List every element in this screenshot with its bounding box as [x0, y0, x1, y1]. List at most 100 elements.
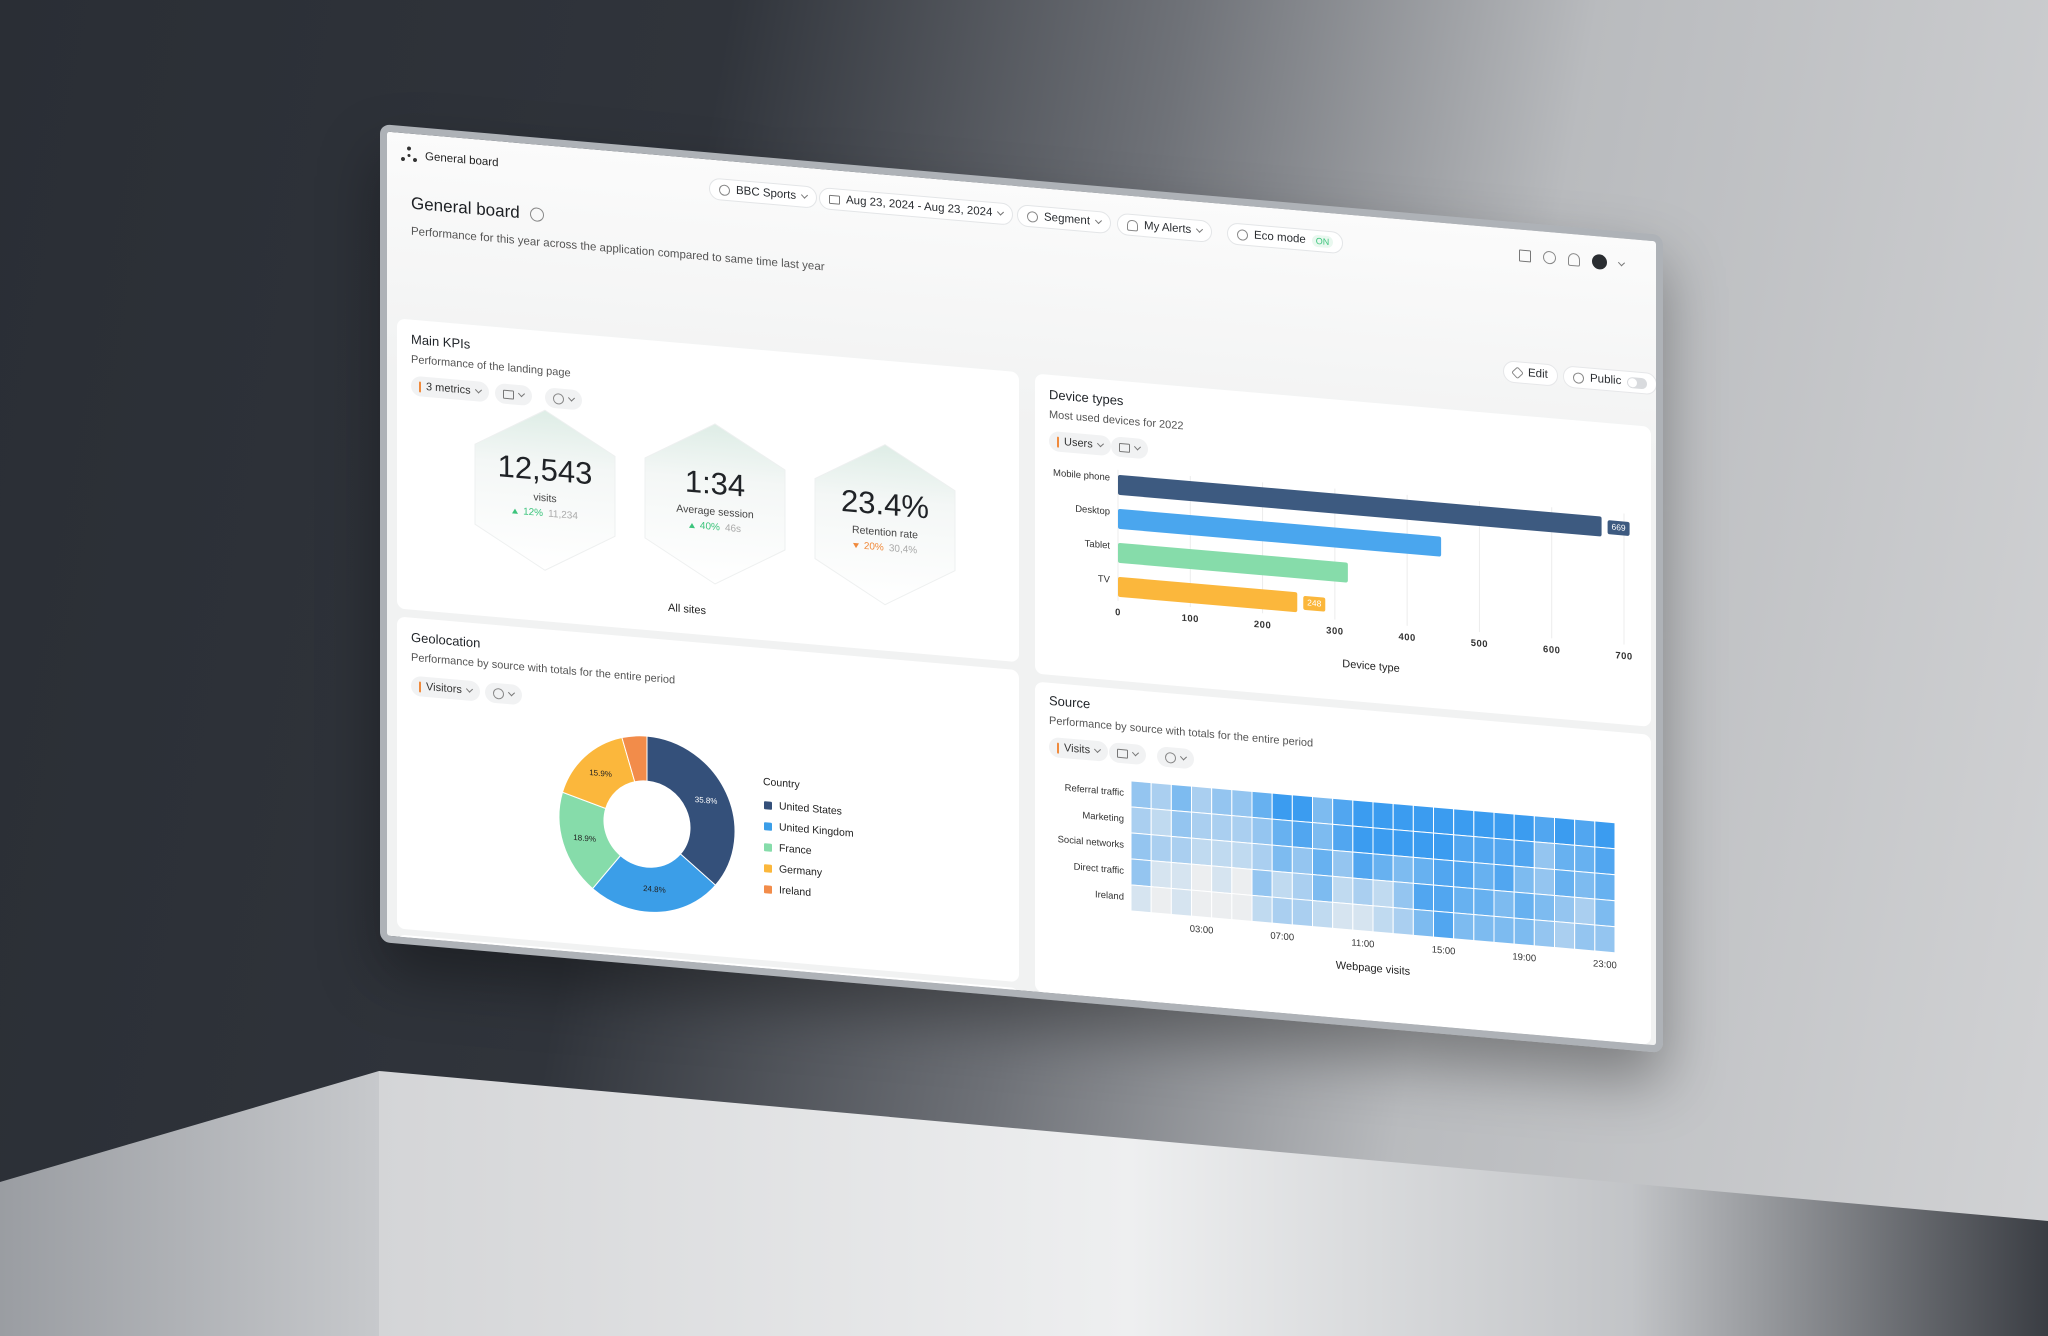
pedestal-front: [379, 1071, 2048, 1336]
heat-cell: [1574, 896, 1596, 926]
kpi-change: 12%: [523, 506, 544, 520]
x-tick-label: 03:00: [1190, 924, 1214, 937]
pie-slice: [591, 853, 717, 913]
heat-cell: [1554, 920, 1576, 950]
kpi-arrow: [688, 522, 695, 529]
kpi-previous: 30,4%: [888, 542, 918, 557]
kpi-hexagon: [474, 409, 616, 571]
pie-slice: [646, 735, 736, 886]
heat-cell: [1191, 889, 1213, 919]
legend-swatch: [764, 822, 772, 831]
logo: [401, 146, 417, 163]
value-label-tag: [1607, 520, 1630, 536]
heat-cell: [1453, 834, 1475, 864]
heat-cell: [1352, 825, 1374, 855]
heat-cell: [1392, 829, 1414, 858]
monitor-screen: General board BBC Sports Aug 23, 2024 - …: [380, 124, 1663, 1053]
bar: [1118, 576, 1298, 613]
heat-cell: [1211, 891, 1233, 921]
heat-cell: [1170, 887, 1192, 917]
heat-cell: [1533, 919, 1556, 949]
heat-cell: [1533, 867, 1556, 897]
heat-cell: [1533, 841, 1556, 871]
heat-cell: [1332, 823, 1354, 853]
kpi-tile: 1:34 Average session 40% 46s: [645, 460, 785, 539]
x-tick-label: 100: [1182, 613, 1199, 625]
heat-cell: [1271, 844, 1293, 874]
heat-cell: [1453, 860, 1475, 890]
legend-label: Ireland: [779, 884, 811, 899]
heat-cell: [1453, 808, 1475, 838]
heat-cell: [1372, 879, 1394, 909]
heat-cell: [1433, 806, 1455, 836]
y-tick-label: TV: [1098, 574, 1111, 586]
y-tick-label: Marketing: [1082, 810, 1124, 825]
heat-cell: [1392, 907, 1414, 936]
heat-cell: [1594, 846, 1616, 876]
heat-cell: [1291, 820, 1313, 850]
heat-cell: [1251, 868, 1273, 898]
heat-cell: [1412, 882, 1435, 912]
heat-cell: [1251, 842, 1273, 872]
heat-cell: [1312, 874, 1334, 903]
legend-swatch: [764, 801, 772, 810]
heat-cell: [1412, 804, 1435, 834]
heat-cell: [1392, 855, 1414, 884]
pie-slice: [621, 735, 648, 783]
heat-cell: [1150, 782, 1172, 811]
heat-cell: [1191, 811, 1213, 841]
heat-cell: [1211, 839, 1233, 869]
heat-cell: [1130, 858, 1152, 888]
heat-cell: [1473, 888, 1495, 917]
y-tick-label: Social networks: [1058, 834, 1125, 851]
heat-cell: [1493, 915, 1515, 945]
y-tick-label: Mobile phone: [1053, 468, 1110, 484]
heat-cell: [1191, 863, 1213, 893]
heat-cell: [1271, 792, 1293, 822]
heat-cell: [1554, 842, 1576, 872]
heat-cell: [1130, 884, 1152, 914]
slice-label: 35.8%: [695, 795, 718, 806]
heat-cell: [1352, 877, 1374, 907]
heat-cell: [1433, 832, 1455, 862]
heat-cell: [1533, 815, 1556, 845]
kpi-arrow: [512, 508, 519, 514]
heat-cell: [1150, 808, 1172, 837]
y-tick-label: Desktop: [1075, 504, 1110, 518]
heat-cell: [1312, 822, 1334, 851]
heat-cell: [1291, 794, 1313, 824]
heat-cell: [1150, 860, 1172, 889]
x-tick-label: 11:00: [1351, 937, 1374, 950]
heat-cell: [1332, 901, 1354, 931]
heat-cell: [1372, 827, 1394, 857]
bar: [1118, 542, 1348, 583]
kpi-change: 40%: [699, 520, 720, 534]
heat-cell: [1392, 881, 1414, 910]
kpi-hexagon: [814, 444, 956, 606]
heat-cell: [1574, 870, 1596, 900]
heat-cell: [1271, 870, 1293, 900]
heat-cell: [1554, 894, 1576, 924]
heat-cell: [1412, 830, 1435, 860]
heat-cell: [1291, 898, 1313, 928]
heat-cell: [1574, 844, 1596, 874]
x-tick-label: 500: [1471, 638, 1488, 650]
x-tick-label: 200: [1254, 619, 1271, 631]
heat-cell: [1594, 924, 1616, 954]
heat-cell: [1453, 912, 1475, 942]
heat-cell: [1191, 785, 1213, 815]
kpi-change: 20%: [863, 540, 884, 554]
heat-cell: [1493, 837, 1515, 867]
x-tick-label: 07:00: [1270, 930, 1294, 943]
bar: [1118, 508, 1442, 557]
heat-cell: [1170, 835, 1192, 865]
x-tick-label: 15:00: [1432, 944, 1456, 957]
x-tick-label: 600: [1543, 644, 1560, 656]
y-tick-label: Referral traffic: [1065, 783, 1125, 799]
heat-cell: [1312, 900, 1334, 929]
slice-label: 24.8%: [643, 884, 666, 895]
heat-cell: [1130, 806, 1152, 836]
x-tick-label: 0: [1115, 607, 1121, 618]
value-label-tag: [1303, 595, 1326, 612]
kpi-hexagon: [644, 423, 786, 585]
